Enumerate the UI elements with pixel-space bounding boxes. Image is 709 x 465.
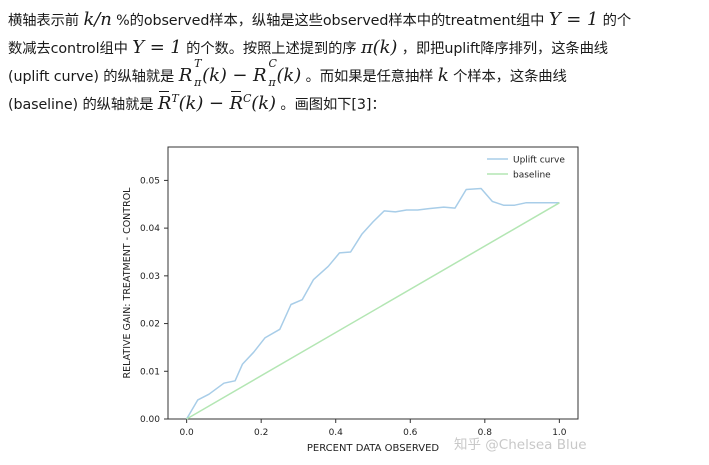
x-tick-label: 1.0: [552, 428, 567, 438]
text-run: 个样本，这条曲线: [448, 69, 567, 85]
legend-label-baseline: baseline: [513, 171, 551, 181]
math-subscript: π: [268, 76, 276, 89]
text-run: ，即把uplift降序排列，这条曲线: [397, 41, 609, 57]
chart-legend: Uplift curve baseline: [487, 156, 565, 181]
math-baseline-formula: RT(k) − RC(k): [158, 91, 276, 114]
math-symbol: (k) −: [178, 93, 230, 114]
math-symbol: R: [253, 65, 267, 86]
math-y-equals-1: Y = 1: [132, 37, 182, 58]
math-y-equals-1: Y = 1: [548, 9, 599, 30]
x-tick-label: 0.0: [179, 428, 194, 438]
y-tick-label: 0.05: [140, 176, 160, 186]
math-symbol: R: [230, 90, 243, 118]
series-layer: [185, 187, 560, 420]
y-axis-label: RELATIVE GAIN: TREATMENT - CONTROL: [122, 187, 133, 379]
y-tick-label: 0.01: [140, 367, 160, 377]
x-axis-label: PERCENT DATA OBSERVED: [307, 443, 440, 454]
paragraph-line-2: 数减去control组中 Y = 1 的个数。按照上述提到的序 π(k) ，即把…: [8, 34, 704, 62]
math-superscript: T: [194, 57, 202, 70]
text-run: 横轴表示前: [8, 13, 84, 29]
text-run: %的observed样本，纵轴是这些observed样本中的treatment组…: [111, 13, 549, 29]
text-run: 。画图如下[3]：: [275, 97, 386, 113]
baseline-line: [186, 202, 560, 420]
x-axis-ticks: 0.0 0.2 0.4 0.6 0.8 1.0: [179, 419, 567, 438]
math-symbol: R: [178, 65, 193, 86]
paragraph-line-1: 横轴表示前 k/n %的observed样本，纵轴是这些observed样本中的…: [8, 6, 704, 34]
y-axis-ticks: 0.00 0.01 0.02 0.03 0.04 0.05: [140, 176, 168, 425]
x-tick-label: 0.4: [329, 428, 344, 438]
plot-area-frame: [167, 146, 579, 420]
y-tick-label: 0.04: [140, 224, 160, 234]
math-k-over-n: k/n: [83, 9, 112, 30]
math-pi-k: π(k): [360, 37, 398, 58]
text-run: 的个: [598, 13, 632, 29]
x-tick-label: 0.6: [403, 428, 418, 438]
math-superscript: C: [242, 92, 252, 105]
math-superscript: C: [268, 57, 277, 70]
x-tick-label: 0.2: [254, 428, 268, 438]
math-superscript: T: [171, 92, 179, 105]
text-run: (baseline) 的纵轴就是: [8, 97, 158, 113]
x-tick-label: 0.8: [478, 428, 493, 438]
text-run: (uplift curve) 的纵轴就是: [8, 69, 179, 85]
math-subscript: π: [194, 76, 202, 89]
y-tick-label: 0.03: [140, 272, 160, 282]
math-symbol: (k) −: [202, 65, 254, 86]
math-symbol: (k): [251, 93, 276, 114]
uplift-chart-figure: 0.0 0.2 0.4 0.6 0.8 1.0 0.00 0.01 0.02 0.03 0.04 0…: [110, 135, 610, 460]
paragraph-line-4: (baseline) 的纵轴就是 RT(k) − RC(k) 。画图如下[3]：: [8, 90, 704, 118]
watermark: 知乎 @Chelsea Blue: [454, 437, 587, 453]
math-symbol: (k): [276, 65, 302, 86]
explanation-paragraph: 横轴表示前 k/n %的observed样本，纵轴是这些observed样本中的…: [8, 6, 704, 118]
text-run: 。而如果是任意抽样: [301, 69, 438, 85]
text-run: 的个数。按照上述提到的序: [181, 41, 361, 57]
math-k: k: [437, 65, 449, 86]
y-tick-label: 0.00: [140, 415, 160, 425]
text-run: 数减去control组中: [8, 41, 133, 57]
uplift-chart: 0.0 0.2 0.4 0.6 0.8 1.0 0.000.010.020.030.040…: [122, 146, 579, 454]
math-symbol: R: [158, 90, 171, 118]
legend-label-uplift: Uplift curve: [513, 156, 565, 166]
uplift-curve-line: [185, 187, 560, 420]
y-tick-label: 0.02: [140, 320, 160, 330]
